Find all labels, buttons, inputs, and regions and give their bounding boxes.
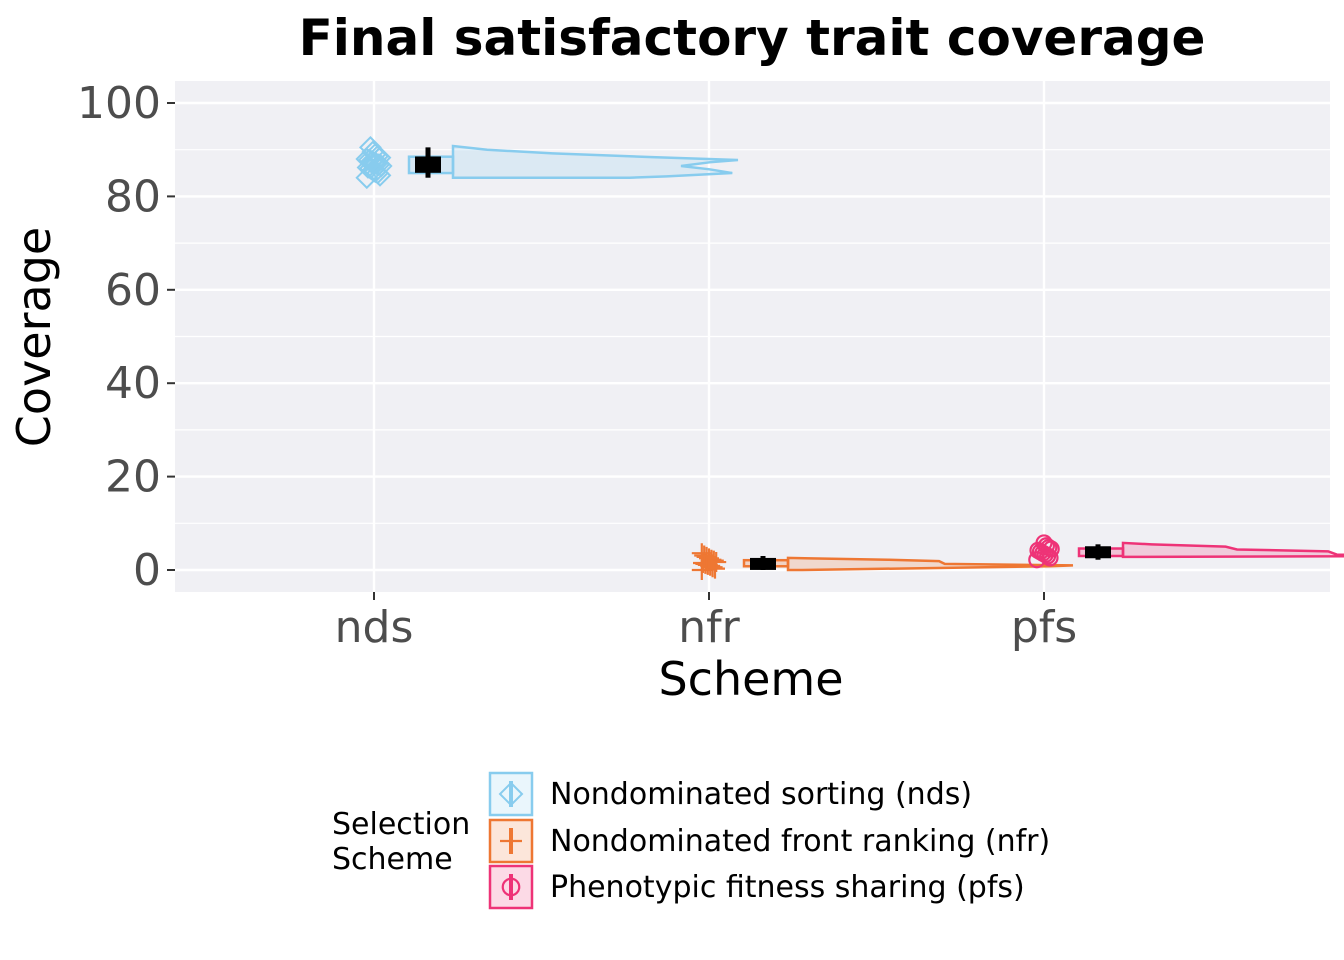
density-violin xyxy=(1121,541,1344,559)
series-nfr xyxy=(691,543,1074,580)
data-point xyxy=(358,135,382,159)
data-point xyxy=(696,546,717,567)
density-violin xyxy=(451,144,739,179)
data-point xyxy=(1035,534,1053,552)
legend-key-nds xyxy=(488,771,534,817)
data-point xyxy=(1037,537,1056,555)
legend-key-marker xyxy=(501,877,521,897)
legend-key-nfr xyxy=(488,818,534,864)
x-tick-label: nds xyxy=(335,602,414,653)
y-axis-title: Coverage xyxy=(7,227,61,447)
series-pfs xyxy=(1028,534,1344,569)
x-axis-title: Scheme xyxy=(658,652,843,706)
y-tick-label: 60 xyxy=(105,265,161,316)
x-tick-label: pfs xyxy=(1011,602,1077,653)
chart-title: Final satisfactory trait coverage xyxy=(299,9,1206,67)
legend-key-marker xyxy=(498,781,524,807)
legend-label: Phenotypic fitness sharing (pfs) xyxy=(550,870,1025,905)
y-tick-label: 20 xyxy=(105,452,161,503)
y-tick-label: 100 xyxy=(77,78,161,129)
data-point xyxy=(694,545,715,566)
legend: Selection Scheme Nondominated sorting (n… xyxy=(332,771,1050,910)
legend-label: Nondominated front ranking (nfr) xyxy=(550,824,1050,859)
y-tick-label: 40 xyxy=(105,358,161,409)
legend-key-marker xyxy=(500,830,522,852)
data-point xyxy=(691,543,712,564)
legend-key-pfs xyxy=(488,864,534,910)
summary-median-box xyxy=(1085,546,1111,559)
legend-label: Nondominated sorting (nds) xyxy=(550,777,972,812)
data-point xyxy=(357,148,381,172)
axes: 0 20 40 60 80 100 nds nfr pfs xyxy=(77,78,1077,653)
grid-lines xyxy=(175,81,1330,592)
density-violin xyxy=(786,556,1074,572)
x-tick-label: nfr xyxy=(678,602,740,653)
y-tick-label: 80 xyxy=(105,171,161,222)
data-point xyxy=(1040,538,1058,557)
data-marks xyxy=(355,135,1344,580)
series-nds xyxy=(355,135,739,190)
y-tick-label: 0 xyxy=(133,545,161,596)
legend-title-line-1: Selection xyxy=(332,807,470,842)
legend-title-line-2: Scheme xyxy=(332,842,453,877)
summary-median-box xyxy=(750,557,776,570)
summary-median-box xyxy=(415,156,441,173)
